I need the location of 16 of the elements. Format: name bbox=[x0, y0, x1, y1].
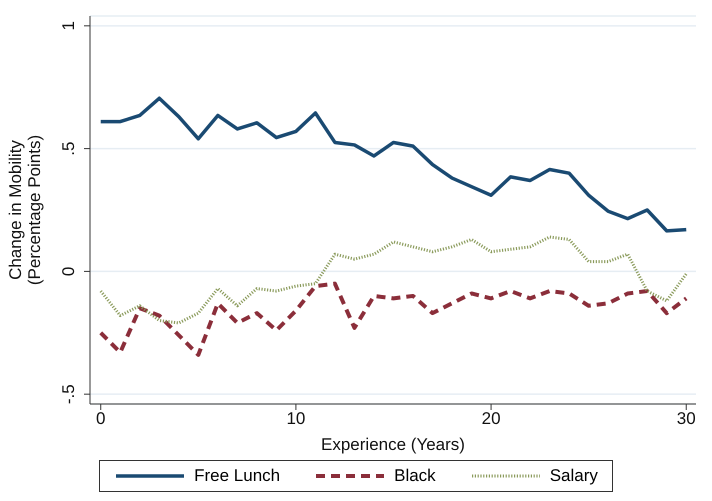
legend-label: Free Lunch bbox=[194, 466, 280, 486]
y-tick-label: 1 bbox=[59, 21, 78, 31]
legend-label: Salary bbox=[550, 466, 598, 486]
y-tick-label: .5 bbox=[59, 142, 78, 156]
legend-label: Black bbox=[394, 466, 436, 486]
y-tick-label: -.5 bbox=[59, 384, 78, 404]
x-tick-label: 20 bbox=[482, 409, 501, 428]
x-tick-label: 10 bbox=[286, 409, 306, 428]
x-tick-label: 0 bbox=[96, 409, 106, 428]
x-axis-title: Experience (Years) bbox=[321, 435, 465, 454]
y-tick-label: 0 bbox=[59, 266, 78, 276]
line-series bbox=[99, 236, 688, 324]
line-series bbox=[98, 96, 688, 233]
line-series bbox=[98, 282, 688, 357]
y-axis-title: Change in Mobility (Percentage Points) bbox=[6, 134, 44, 286]
x-tick-label: 30 bbox=[676, 409, 696, 428]
